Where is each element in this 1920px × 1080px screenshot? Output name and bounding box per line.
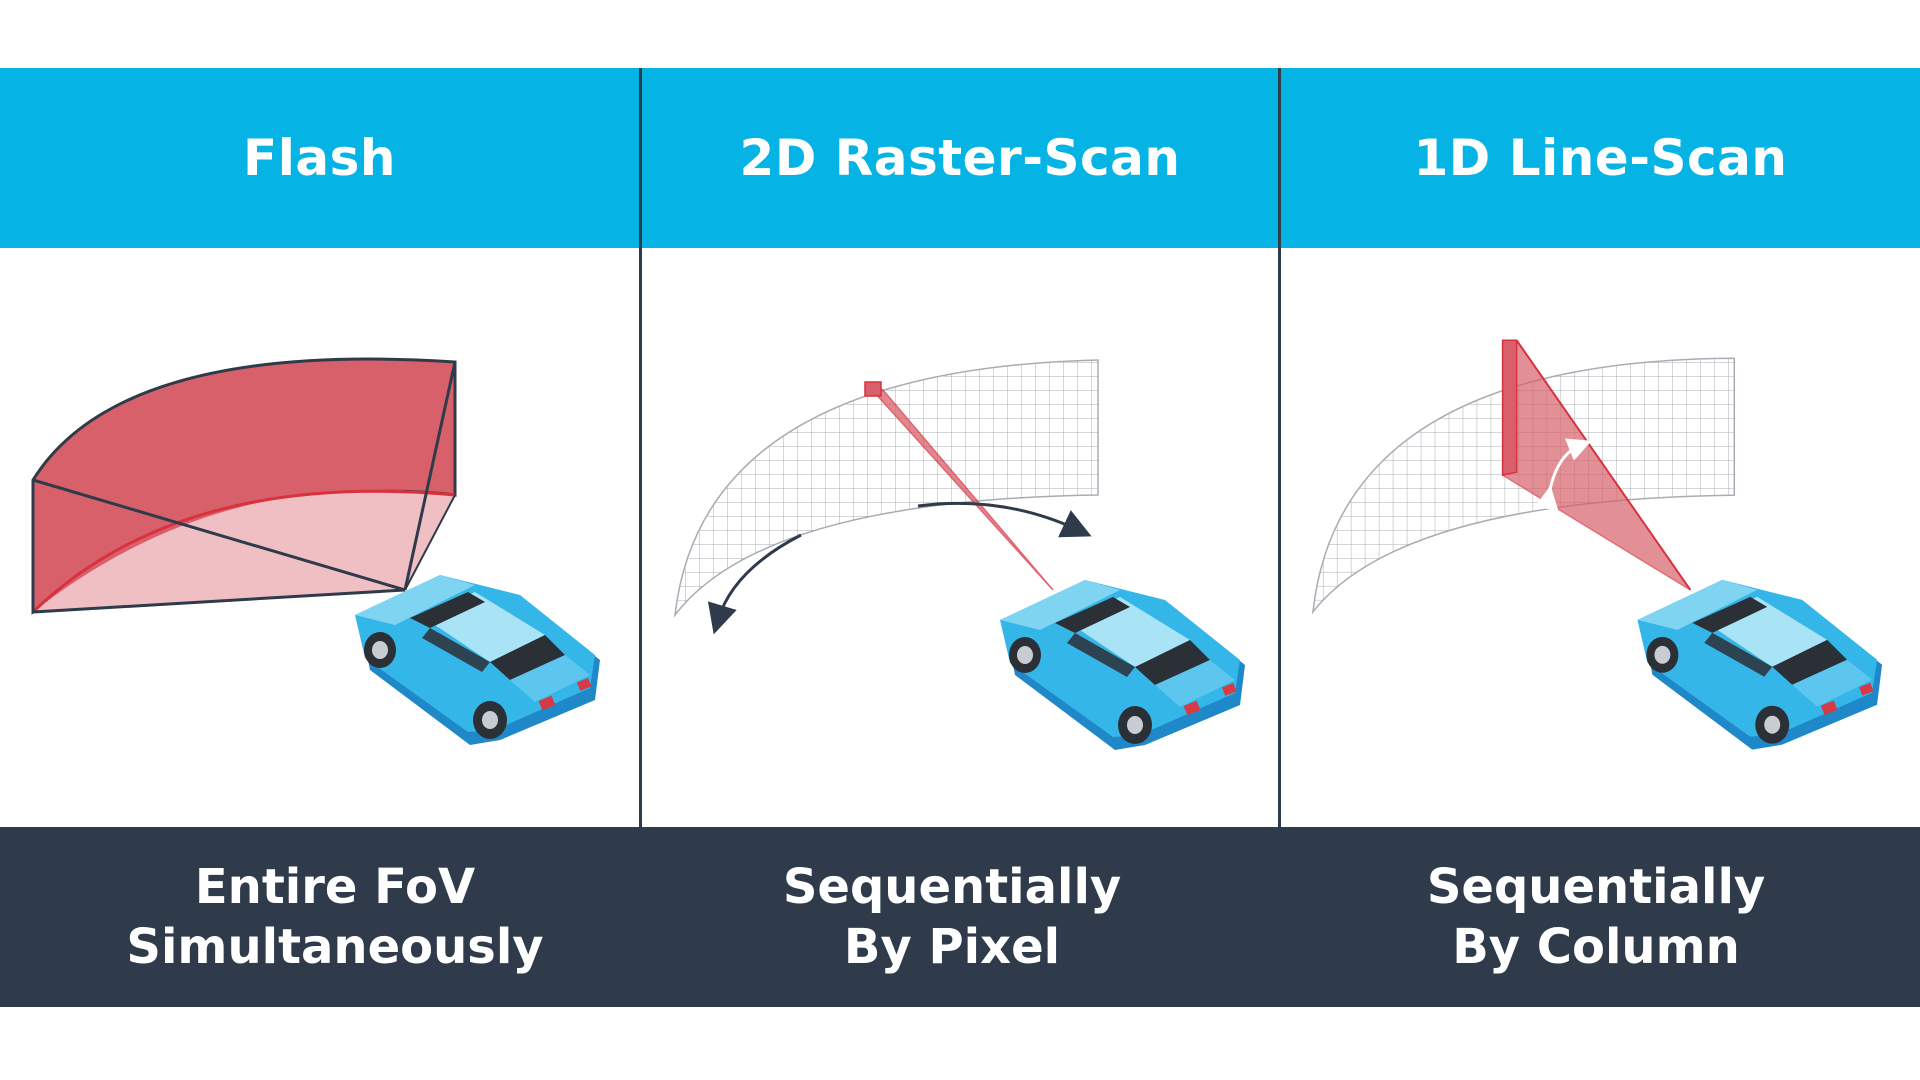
header-band: [0, 68, 1920, 248]
raster-illustration: [673, 359, 1245, 750]
footer-band: [0, 827, 1920, 1007]
panel-divider: [639, 68, 642, 828]
panel-caption-flash: Entire FoV Simultaneously: [0, 827, 670, 1007]
pixel-beam: [864, 381, 1054, 591]
panel-title-raster: 2D Raster-Scan: [739, 129, 1181, 187]
curved-arrow-icon: [917, 501, 1092, 538]
caption-line: By Pixel: [843, 919, 1061, 975]
panel-title-flash: Flash: [243, 129, 396, 187]
grid-icon: [673, 359, 1099, 618]
flash-beam-volume: [31, 357, 457, 615]
car-icon: [1000, 580, 1245, 750]
column-beam: [1501, 339, 1692, 591]
car-icon: [1637, 579, 1883, 750]
panel-divider: [1278, 68, 1281, 828]
panel-caption-raster: Sequentially By Pixel: [642, 827, 1262, 1007]
caption-line: Entire FoV: [194, 859, 476, 915]
curved-arrow-icon: [707, 533, 802, 635]
caption-line: By Column: [1452, 919, 1740, 975]
linescan-illustration: [1311, 339, 1883, 750]
double-arrow-icon: [1534, 438, 1592, 511]
panel-caption-linescan: Sequentially By Column: [1281, 827, 1911, 1007]
caption-line: Sequentially: [1426, 859, 1766, 915]
caption-line: Sequentially: [782, 859, 1122, 915]
caption-line: Simultaneously: [126, 919, 544, 975]
panel-title-linescan: 1D Line-Scan: [1413, 129, 1788, 187]
flash-illustration: [31, 357, 600, 745]
car-icon: [355, 575, 600, 745]
